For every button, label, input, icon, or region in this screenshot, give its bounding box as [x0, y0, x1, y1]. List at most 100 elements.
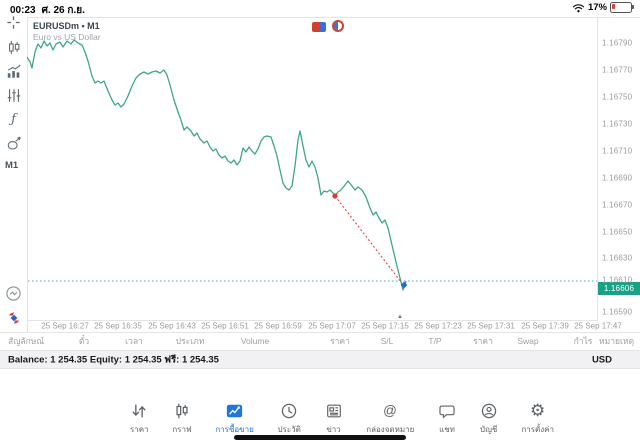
chart-symbol-title: EURUSDm • M1 — [33, 21, 100, 31]
y-axis-label: 1.16610 — [602, 275, 633, 285]
tab-news[interactable]: ข่าว — [325, 401, 343, 436]
candlestick-chart-icon[interactable] — [4, 38, 23, 57]
y-axis-label: 1.16630 — [602, 253, 633, 263]
timeframe-m1-button[interactable]: M1 — [5, 160, 19, 171]
table-separator — [0, 332, 640, 333]
tab-label: การซื้อขาย — [215, 425, 254, 434]
x-axis-label: 25 Sep 16:27 — [41, 321, 89, 331]
x-axis-label: 25 Sep 17:15 — [361, 321, 409, 331]
sell-entry-dot — [332, 193, 338, 199]
tab-settings[interactable]: ⚙ การตั้งค่า — [521, 401, 554, 436]
column-header: สัญลักษณ์ — [8, 336, 45, 346]
home-indicator[interactable] — [234, 435, 406, 440]
function-indicator-icon[interactable]: ƒ — [11, 112, 16, 127]
y-axis-label: 1.16670 — [602, 200, 633, 210]
price-line-series — [27, 39, 407, 291]
y-axis-label: 1.16590 — [602, 307, 633, 317]
y-axis-label: 1.16710 — [602, 146, 633, 156]
at-sign-icon: @ — [381, 401, 399, 421]
svg-text:@: @ — [383, 403, 397, 418]
quotes-arrows-icon — [130, 401, 148, 421]
tab-chart[interactable]: กราฟ — [172, 401, 192, 436]
tab-accounts[interactable]: บัญชี — [480, 401, 498, 436]
column-header: หมายเหตุ — [599, 336, 634, 346]
chart-border-bottom — [27, 320, 598, 321]
column-header: กำไร — [573, 336, 593, 346]
battery-percent: 17% — [587, 2, 607, 13]
quick-trade-toggle-icon[interactable] — [4, 284, 23, 303]
clock-icon — [280, 401, 298, 421]
tab-mailbox[interactable]: @ กล่องจดหมาย — [366, 401, 414, 436]
y-axis-label: 1.16690 — [602, 173, 633, 183]
tab-label: ข่าว — [326, 425, 341, 434]
wifi-icon — [572, 3, 585, 12]
price-chart[interactable] — [27, 17, 598, 321]
x-axis-label: 25 Sep 16:59 — [254, 321, 302, 331]
y-axis-label: 1.16770 — [602, 65, 633, 75]
x-axis-label: 25 Sep 16:35 — [94, 321, 142, 331]
y-axis-label: 1.16650 — [602, 227, 633, 237]
tab-label: การตั้งค่า — [521, 425, 554, 434]
chart-border-left — [27, 17, 28, 333]
market-sync-icon[interactable] — [4, 308, 23, 327]
column-header: Swap — [517, 336, 539, 346]
tab-quotes[interactable]: ราคา — [130, 401, 149, 436]
tab-chat[interactable]: แชท — [438, 401, 456, 436]
current-price-badge: 1.16606 — [598, 282, 640, 295]
sell-trend-dotted-line — [334, 195, 402, 283]
current-price-marker — [400, 281, 408, 289]
indicators-icon[interactable] — [4, 62, 23, 81]
tab-history[interactable]: ประวัติ — [278, 401, 301, 436]
y-axis-label: 1.16750 — [602, 92, 633, 102]
current-bar-marker: ▲ — [397, 314, 403, 320]
newspaper-icon — [325, 401, 343, 421]
column-header: เวลา — [125, 336, 143, 346]
account-currency: USD — [591, 354, 612, 365]
chart-border-right — [597, 17, 598, 320]
tab-label: ราคา — [130, 425, 149, 434]
status-date: ศ. 26 ก.ย. — [41, 5, 85, 16]
y-axis-label: 1.16790 — [602, 38, 633, 48]
bottom-tab-bar: ราคา กราฟ การซื้อขาย — [130, 401, 554, 436]
tab-label: กราฟ — [172, 425, 192, 434]
account-person-icon — [480, 401, 498, 421]
object-settings-icon[interactable] — [4, 86, 23, 105]
account-summary-row[interactable]: Balance: 1 254.35 Equity: 1 254.35 ฟรี: … — [0, 350, 640, 369]
chart-marker-ring-icon[interactable] — [332, 20, 344, 32]
x-axis-label: 25 Sep 16:51 — [201, 321, 249, 331]
gear-icon: ⚙ — [530, 401, 546, 421]
candles-icon — [173, 401, 191, 421]
status-bar-left: 00:23 ศ. 26 ก.ย. — [10, 3, 91, 18]
x-axis-label: 25 Sep 16:43 — [148, 321, 196, 331]
column-header: S/L — [380, 336, 394, 346]
tab-trade[interactable]: การซื้อขาย — [215, 401, 254, 436]
column-header: ราคา — [473, 336, 493, 346]
status-time: 00:23 — [10, 5, 36, 16]
y-axis-label: 1.16730 — [602, 119, 633, 129]
crosshair-icon[interactable] — [4, 13, 23, 32]
chart-marker-flag-icon[interactable] — [312, 22, 326, 32]
status-bar-right: 17% — [572, 2, 634, 13]
trade-chart-icon — [225, 401, 244, 421]
battery-icon — [610, 2, 634, 13]
tab-label: กล่องจดหมาย — [366, 425, 415, 434]
column-header: T/P — [428, 336, 442, 346]
tab-label: บัญชี — [480, 425, 498, 434]
x-axis-label: 25 Sep 17:31 — [467, 321, 515, 331]
chart-symbol-description: Euro vs US Dollar — [33, 32, 101, 42]
chart-border-top — [27, 17, 640, 18]
tab-label: ประวัติ — [277, 425, 301, 434]
balance-summary: Balance: 1 254.35 Equity: 1 254.35 ฟรี: … — [8, 354, 219, 365]
x-axis-label: 25 Sep 17:47 — [574, 321, 622, 331]
tab-label: แชท — [439, 425, 455, 434]
column-header: ตั๋ว — [78, 336, 90, 346]
x-axis-label: 25 Sep 17:07 — [308, 321, 356, 331]
column-header: ประเภท — [175, 336, 205, 346]
shapes-objects-icon[interactable] — [4, 134, 23, 153]
x-axis-label: 25 Sep 17:39 — [521, 321, 569, 331]
chat-bubble-icon — [438, 401, 456, 421]
column-header: Volume — [240, 336, 270, 346]
x-axis-label: 25 Sep 17:23 — [414, 321, 462, 331]
column-header: ราคา — [330, 336, 350, 346]
